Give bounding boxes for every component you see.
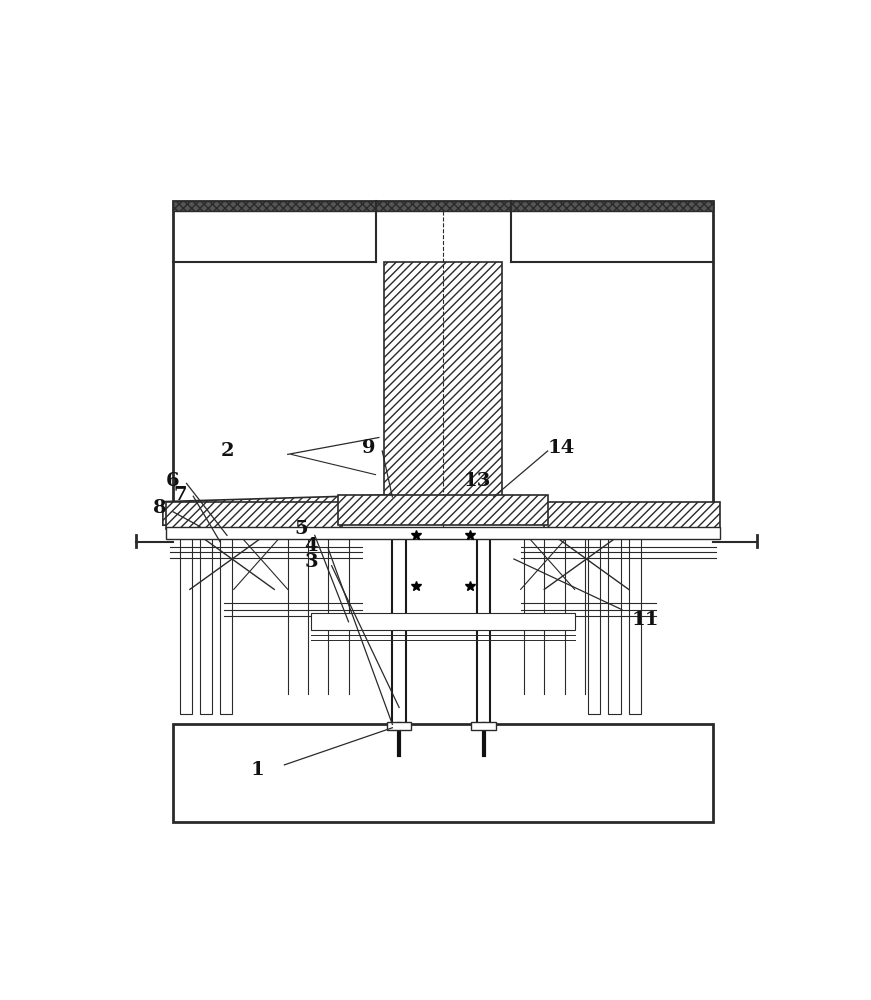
Polygon shape bbox=[325, 498, 561, 522]
Bar bbox=[173, 724, 713, 822]
Text: 9: 9 bbox=[362, 439, 375, 457]
Text: 8: 8 bbox=[152, 499, 166, 517]
Bar bbox=[338, 495, 548, 525]
Bar bbox=[387, 722, 411, 730]
Bar bbox=[200, 532, 213, 714]
Bar bbox=[166, 502, 341, 529]
Text: 3: 3 bbox=[305, 553, 318, 571]
Text: 6: 6 bbox=[166, 472, 179, 490]
Bar bbox=[471, 722, 496, 730]
Bar bbox=[608, 532, 620, 714]
Bar bbox=[384, 262, 502, 505]
Bar bbox=[629, 532, 641, 714]
Bar bbox=[220, 532, 233, 714]
Bar bbox=[588, 532, 600, 714]
Text: 13: 13 bbox=[463, 472, 490, 490]
Bar bbox=[166, 527, 719, 539]
Text: 1: 1 bbox=[251, 761, 264, 779]
Bar bbox=[544, 502, 719, 529]
Text: 14: 14 bbox=[548, 439, 575, 457]
Bar bbox=[173, 201, 713, 211]
Bar bbox=[173, 201, 713, 505]
Text: 5: 5 bbox=[294, 520, 308, 538]
Text: 11: 11 bbox=[631, 611, 659, 629]
Text: 7: 7 bbox=[173, 486, 186, 504]
Text: 2: 2 bbox=[220, 442, 233, 460]
Bar bbox=[179, 532, 192, 714]
Polygon shape bbox=[163, 495, 391, 525]
Bar bbox=[312, 613, 575, 630]
Text: 4: 4 bbox=[305, 537, 318, 555]
